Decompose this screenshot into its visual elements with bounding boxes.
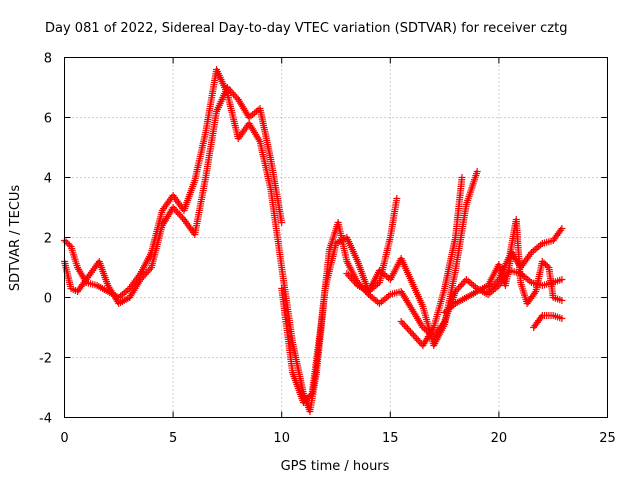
data-point xyxy=(146,265,154,273)
data-point xyxy=(558,225,566,232)
data-point xyxy=(459,279,467,287)
data-point xyxy=(456,282,464,290)
data-point xyxy=(171,205,179,213)
data-point xyxy=(172,207,180,215)
data-point xyxy=(538,258,546,265)
data-marks xyxy=(61,66,566,415)
data-point xyxy=(349,276,357,284)
data-point xyxy=(490,281,498,289)
data-point xyxy=(231,92,239,100)
data-point xyxy=(558,297,566,304)
series-track-7 xyxy=(484,216,566,307)
data-point xyxy=(62,238,70,246)
data-point xyxy=(558,276,566,283)
data-point xyxy=(484,288,492,295)
data-point xyxy=(399,319,407,327)
data-point xyxy=(81,277,89,285)
x-tick-label: 25 xyxy=(599,431,616,446)
data-point xyxy=(227,87,235,95)
y-tick-label: 2 xyxy=(44,232,52,247)
data-point xyxy=(413,335,421,343)
data-point xyxy=(178,214,186,222)
data-point xyxy=(233,94,241,102)
data-point xyxy=(393,195,401,202)
chart-title: Day 081 of 2022, Sidereal Day-to-day VTE… xyxy=(45,21,567,36)
data-point xyxy=(531,289,539,297)
data-point xyxy=(228,89,236,97)
data-point xyxy=(400,321,408,329)
y-tick-label: 6 xyxy=(44,112,52,127)
data-point xyxy=(343,270,351,277)
data-point xyxy=(143,269,151,277)
x-tick-label: 0 xyxy=(60,431,68,446)
data-point xyxy=(174,209,182,217)
data-point xyxy=(346,273,354,281)
plot-frame xyxy=(64,57,608,418)
data-point xyxy=(230,90,238,98)
data-point xyxy=(473,168,481,175)
data-point xyxy=(411,333,419,341)
y-tick-label: -4 xyxy=(39,412,52,427)
data-point xyxy=(402,323,410,331)
data-point xyxy=(414,336,422,344)
y-tick-label: 4 xyxy=(44,172,52,187)
x-tick-label: 20 xyxy=(491,431,508,446)
data-point xyxy=(489,282,497,290)
series-track-2 xyxy=(61,84,286,307)
data-point xyxy=(458,281,466,289)
data-point xyxy=(225,85,233,93)
data-point xyxy=(65,241,73,249)
data-point xyxy=(344,271,352,279)
data-point xyxy=(543,262,551,270)
y-tick-label: 0 xyxy=(44,292,52,307)
x-tick-label: 10 xyxy=(273,431,290,446)
data-point xyxy=(169,204,177,211)
data-point xyxy=(540,259,548,267)
y-tick-label: 8 xyxy=(44,52,52,67)
data-point xyxy=(307,391,315,399)
data-point xyxy=(492,279,500,287)
data-point xyxy=(177,212,185,220)
data-point xyxy=(397,318,405,325)
data-point xyxy=(487,284,495,292)
data-point xyxy=(137,276,145,283)
data-point xyxy=(403,324,411,332)
data-point xyxy=(64,240,72,247)
series-track-4 xyxy=(343,168,481,349)
data-point xyxy=(351,278,359,286)
data-point xyxy=(175,210,183,218)
y-axis-label: SDTVAR / TECUs xyxy=(8,185,23,292)
data-point xyxy=(140,272,148,280)
data-point xyxy=(405,326,413,334)
data-point xyxy=(278,219,286,226)
data-point xyxy=(537,313,545,321)
y-tick-labels: -4 -2 0 2 4 6 8 xyxy=(39,52,52,427)
data-point xyxy=(141,270,149,278)
data-point xyxy=(458,174,466,181)
x-tick-label: 15 xyxy=(382,431,399,446)
x-tick-labels: 0 5 10 15 20 25 xyxy=(60,431,615,446)
data-point xyxy=(493,277,501,285)
series-track-5 xyxy=(397,174,466,349)
data-point xyxy=(406,328,414,336)
data-point xyxy=(223,84,231,91)
y-tick-label: -2 xyxy=(39,352,52,367)
data-point xyxy=(542,261,550,268)
data-point xyxy=(138,274,146,282)
data-point xyxy=(557,226,565,234)
data-point xyxy=(486,286,494,294)
x-axis-label: GPS time / hours xyxy=(281,459,390,474)
data-point xyxy=(558,315,566,322)
series-track-8 xyxy=(530,312,566,331)
x-tick-label: 5 xyxy=(169,431,177,446)
data-point xyxy=(455,284,463,292)
data-point xyxy=(410,331,418,339)
data-point xyxy=(408,330,416,337)
data-point xyxy=(144,267,152,275)
series-track-1 xyxy=(61,66,401,415)
data-point xyxy=(348,275,356,283)
